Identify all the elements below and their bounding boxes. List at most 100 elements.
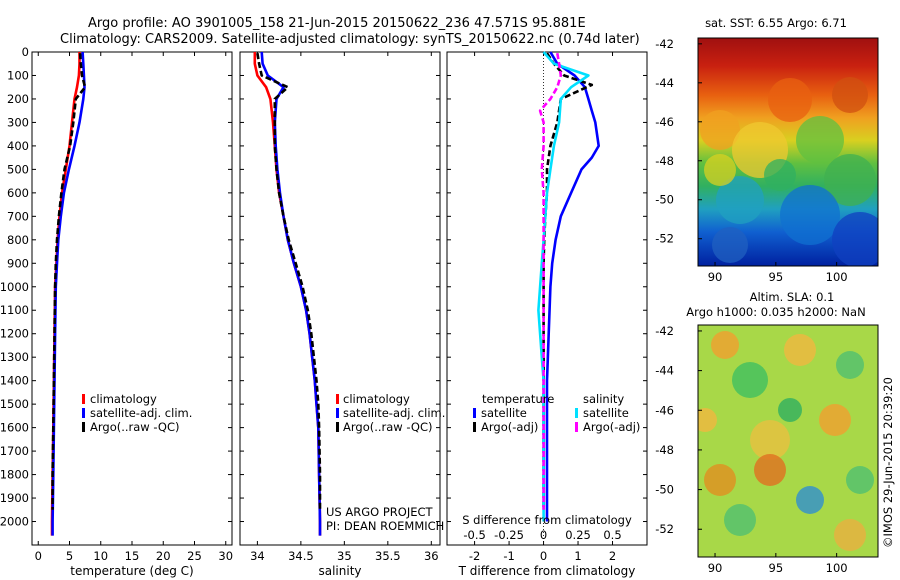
x-tick-label: 15 [125,549,140,563]
legend-label-climatology: climatology [90,392,157,406]
series-line [538,52,563,510]
map-y-tick-label: -48 [655,154,674,168]
x-tick-label: 20 [156,549,171,563]
sst-texture [824,154,876,206]
x-tick-label: 34.5 [288,549,314,563]
sst-map-title: sat. SST: 6.55 Argo: 6.71 [705,16,847,30]
sla-texture [750,420,790,460]
sla-texture [711,331,739,359]
sla-texture [834,519,866,551]
series-line [51,53,87,510]
sst-texture [716,176,764,224]
x-tick-label: 35 [337,549,352,563]
legend-label-argo: Argo(..raw -QC) [90,420,180,434]
x-tick-label: 1 [574,549,581,563]
sla-map-subtitle: Argo h1000: 0.035 h2000: NaN [686,305,865,319]
map-y-tick-label: -50 [655,483,674,497]
map-x-tick-label: 100 [826,561,848,575]
sst-texture [764,159,796,191]
map-y-tick-label: -44 [655,76,674,90]
legend-swatch-argo [336,422,339,432]
y-tick-label: 900 [7,256,29,270]
sla-texture [754,454,786,486]
y-tick-label: 400 [7,139,29,153]
temperature-panel-frame [31,51,233,546]
y-tick-label: 1000 [0,280,29,294]
profile-plots: 0100200300400500600700800900100011001200… [0,45,647,563]
y-tick-label: 1600 [0,421,29,435]
legend-label-satellite: satellite-adj. clim. [90,406,192,420]
legend-label-sal-satellite: satellite [583,406,629,420]
series-line [260,51,322,536]
sla-texture [732,362,768,398]
sst-texture [832,77,868,113]
legend-swatch-climatology [336,394,339,404]
s-tick-label: -0.25 [494,528,524,542]
map-y-tick-label: -44 [655,364,674,378]
y-tick-label: 1500 [0,397,29,411]
legend-label-sal-argo: Argo(-adj) [583,420,640,434]
legend-label-argo: Argo(..raw -QC) [343,420,433,434]
y-tick-label: 1300 [0,350,29,364]
sst-texture [712,227,748,263]
y-tick-label: 700 [7,209,29,223]
sla-texture [704,464,736,496]
legend-header-temperature: temperature [482,392,554,406]
sla-texture [819,404,851,436]
map-x-tick-label: 90 [708,561,723,575]
y-tick-label: 1200 [0,327,29,341]
legend-swatch-argo [82,422,85,432]
sla-texture [698,408,717,432]
header-line1: Argo profile: AO 3901005_158 21-Jun-2015… [88,16,586,31]
sst-map: sat. SST: 6.55 Argo: 6.71 -42 -44 -46 -48 -5… [655,16,879,284]
map-y-tick-label: -52 [655,522,674,536]
x-tick-label: 30 [218,549,233,563]
y-tick-label: 100 [7,68,29,82]
salinity-legend: climatology satellite-adj. clim. Argo(..… [336,392,445,434]
map-y-tick-label: -42 [655,324,674,338]
legend-header-salinity: salinity [583,392,624,406]
series-line [545,51,600,522]
sst-texture [700,110,740,150]
s-tick-label: -0.5 [463,528,485,542]
x-tick-label: 34 [250,549,265,563]
salinity-panel-frame [239,51,441,546]
difference-xlabel: T difference from climatology [458,564,636,578]
header-line2: Climatology: CARS2009. Satellite-adjuste… [60,32,640,47]
legend-swatch-temp-argo [473,422,476,432]
sla-map-frame [697,324,879,558]
x-tick-label: 35.5 [375,549,401,563]
map-y-tick-label: -46 [655,115,674,129]
salinity-xlabel: salinity [318,564,361,578]
temperature-xlabel: temperature (deg C) [70,564,193,578]
series-line [253,52,322,536]
y-tick-label: 200 [7,92,29,106]
difference-panel-frame [446,51,648,546]
y-tick-label: 1900 [0,491,29,505]
sst-texture [832,212,878,266]
imos-stamp: ©IMOS 29-Jun-2015 20:39:20 [881,377,895,548]
y-tick-label: 1700 [0,444,29,458]
x-tick-label: 5 [66,549,73,563]
legend-label-climatology: climatology [343,392,410,406]
x-tick-label: -1 [503,549,514,563]
map-y-tick-label: -42 [655,37,674,51]
legend-label-satellite: satellite-adj. clim. [343,406,445,420]
legend-swatch-sal-argo [575,422,578,432]
credit-project: US ARGO PROJECT [326,505,434,519]
sla-texture [778,398,802,422]
x-tick-label: 0 [540,549,547,563]
credit-pi: PI: DEAN ROEMMICH [326,519,444,533]
y-tick-label: 1400 [0,374,29,388]
y-tick-label: 1100 [0,303,29,317]
sla-texture [836,351,864,379]
x-tick-label: 2 [609,549,616,563]
y-tick-label: 0 [22,45,29,59]
sst-texture [768,78,812,122]
temperature-legend: climatology satellite-adj. clim. Argo(..… [82,392,192,434]
y-tick-label: 300 [7,115,29,129]
s-difference-label: S difference from climatology [462,513,632,527]
map-x-tick-label: 95 [769,561,784,575]
series-line [256,52,322,510]
